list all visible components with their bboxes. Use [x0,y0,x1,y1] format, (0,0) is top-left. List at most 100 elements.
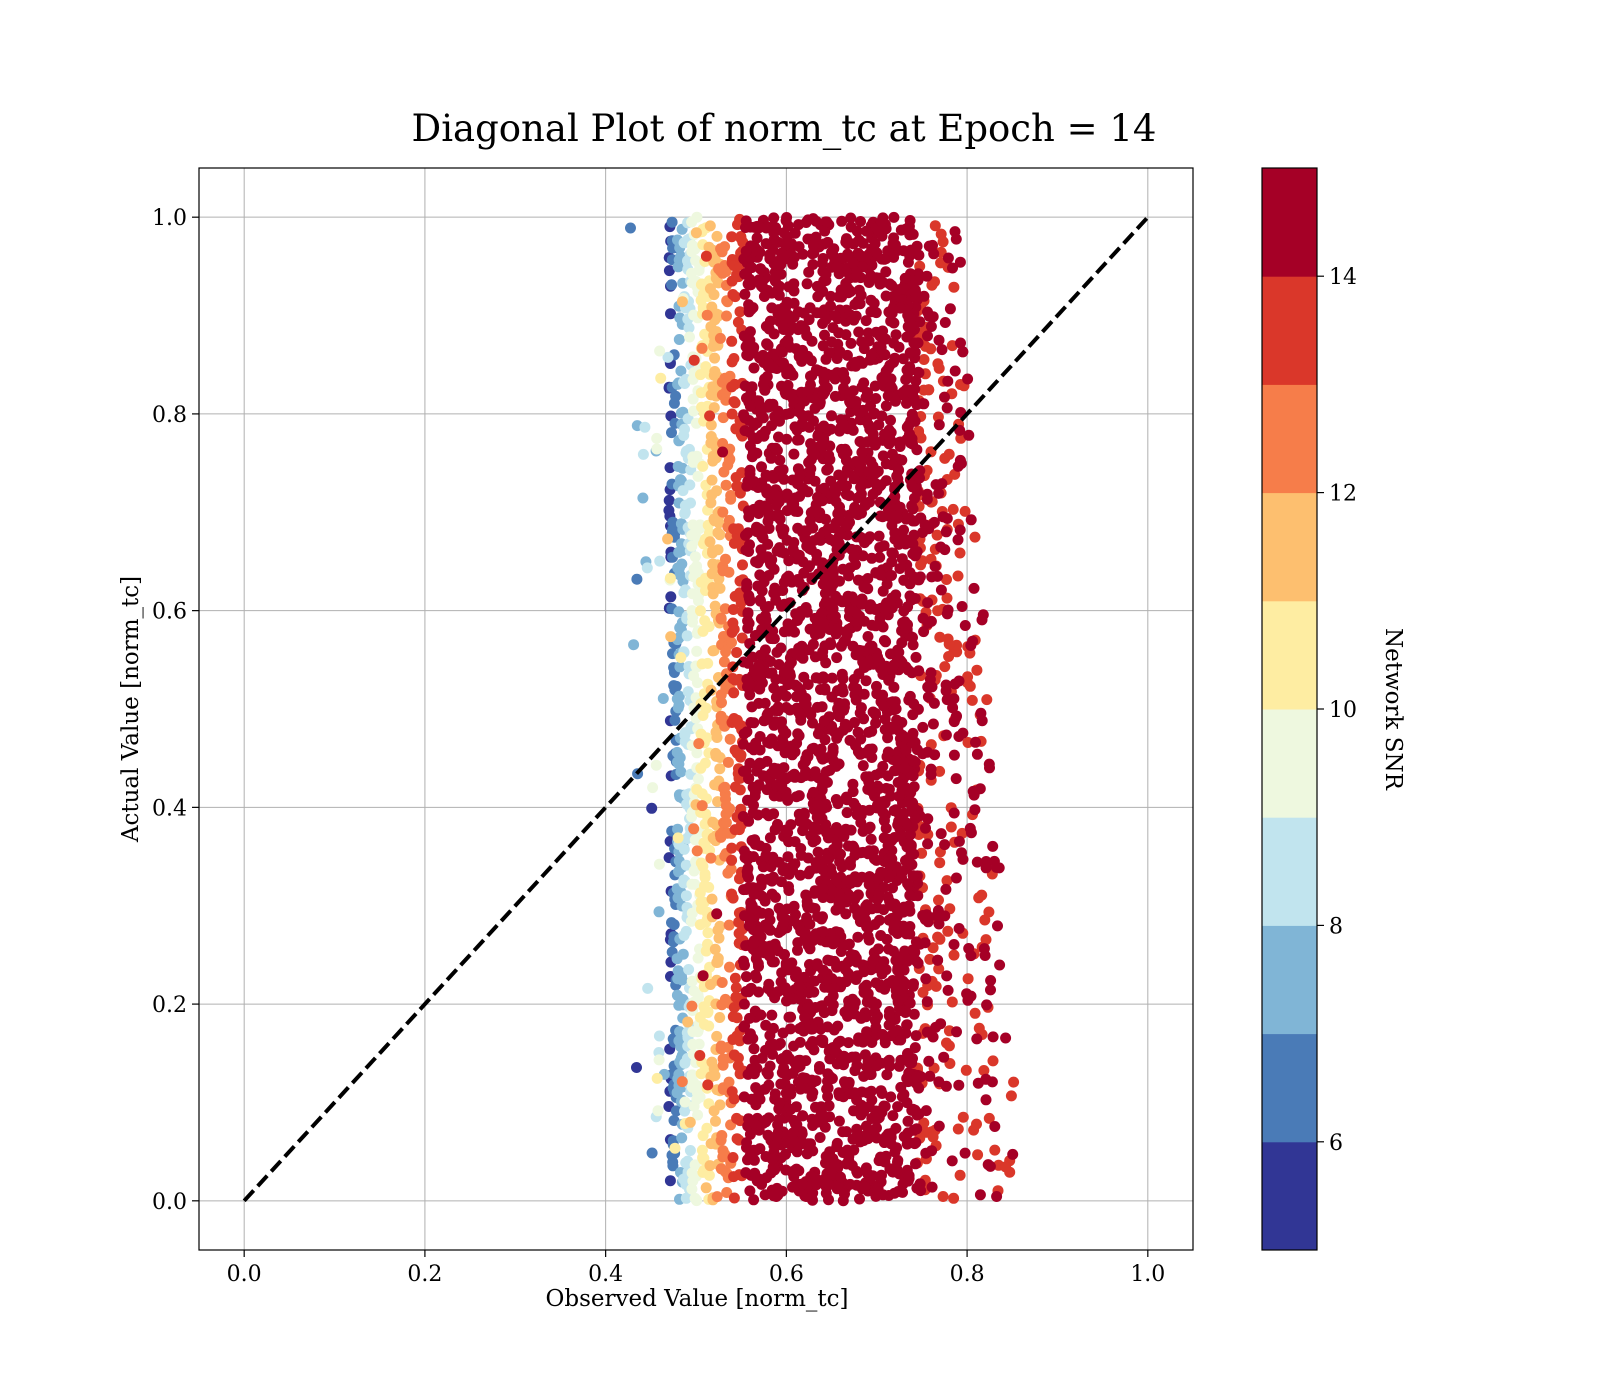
scatter-point [774,454,786,466]
scatter-point [641,562,653,574]
plot-frame [198,167,1194,1251]
scatter-point [726,842,738,854]
scatter-point [870,769,882,781]
scatter-point [700,1182,712,1194]
scatter-point [712,952,724,964]
scatter-point [714,1099,726,1111]
scatter-point [885,648,896,660]
scatter-point [860,771,872,783]
scatter-point [841,794,853,806]
scatter-point [663,265,675,277]
scatter-point [882,770,894,782]
scatter-point [862,631,874,642]
scatter-point [812,291,824,303]
scatter-point [857,846,869,858]
scatter-point [880,458,892,470]
scatter-point [910,1030,922,1042]
scatter-point [898,901,910,913]
scatter-point [860,225,872,237]
scatter-point [898,245,910,257]
scatter-point [782,851,794,863]
scatter-point [835,946,847,957]
scatter-point [866,552,878,564]
scatter-point [768,1140,780,1152]
scatter-point [788,297,800,309]
scatter-point [662,351,674,363]
scatter-point [670,680,682,692]
scatter-point [797,1110,809,1122]
scatter-point [818,715,830,727]
scatter-point [790,909,801,921]
scatter-point [756,527,768,539]
scatter-point [903,694,915,706]
scatter-point [744,757,756,769]
scatter-point [663,494,675,506]
scatter-point [798,483,810,495]
scatter-point [962,671,974,683]
scatter-point [807,1036,819,1047]
scatter-point [986,1076,998,1088]
scatter-point [872,893,884,905]
scatter-point [666,427,677,439]
scatter-point [692,470,704,482]
scatter-point [846,954,858,966]
scatter-point [1000,1161,1012,1173]
scatter-point [889,239,901,251]
scatter-point [987,1055,999,1067]
scatter-point [939,317,951,328]
scatter-point [784,1088,795,1100]
scatter-point [858,688,870,700]
scatter-point [875,1151,886,1163]
scatter-point [857,760,869,772]
scatter-point [761,371,773,382]
scatter-point [679,423,690,435]
scatter-point [936,344,948,356]
scatter-point [852,574,864,586]
scatter-point [754,683,766,695]
scatter-point [882,732,894,744]
scatter-point [766,888,778,900]
scatter-point [744,400,756,412]
scatter-point [742,869,753,881]
scatter-point [728,623,740,635]
scatter-point [688,823,700,835]
scatter-point [913,1082,925,1094]
y-tick-label: 0.6 [152,600,187,625]
scatter-point [736,467,748,479]
scatter-point [714,1012,726,1023]
scatter-point [837,367,849,378]
scatter-point [745,902,757,914]
scatter-point [883,1054,895,1066]
scatter-point [885,1128,897,1139]
scatter-point [912,890,924,902]
scatter-point [820,313,832,325]
scatter-point [706,893,718,905]
scatter-point [625,222,636,234]
scatter-point [879,349,891,361]
scatter-point [662,533,674,545]
scatter-point [723,1076,735,1088]
scatter-point [744,1128,756,1140]
scatter-point [838,419,849,431]
scatter-point [906,859,918,871]
scatter-point [922,838,934,850]
scatter-point [734,1035,746,1047]
scatter-point [777,320,789,332]
scatter-point [791,1146,803,1158]
scatter-point [969,1007,981,1019]
scatter-point [838,1059,849,1071]
scatter-point [676,1132,688,1144]
scatter-point [833,1115,845,1127]
scatter-point [898,524,910,536]
scatter-point [750,556,762,568]
scatter-point [890,589,902,601]
scatter-point [682,413,694,425]
scatter-point [858,1106,870,1117]
scatter-point [922,681,934,693]
scatter-point [855,216,866,227]
scatter-point [837,1195,849,1207]
scatter-point [837,1126,849,1138]
scatter-point [954,524,966,536]
scatter-point [826,578,838,590]
